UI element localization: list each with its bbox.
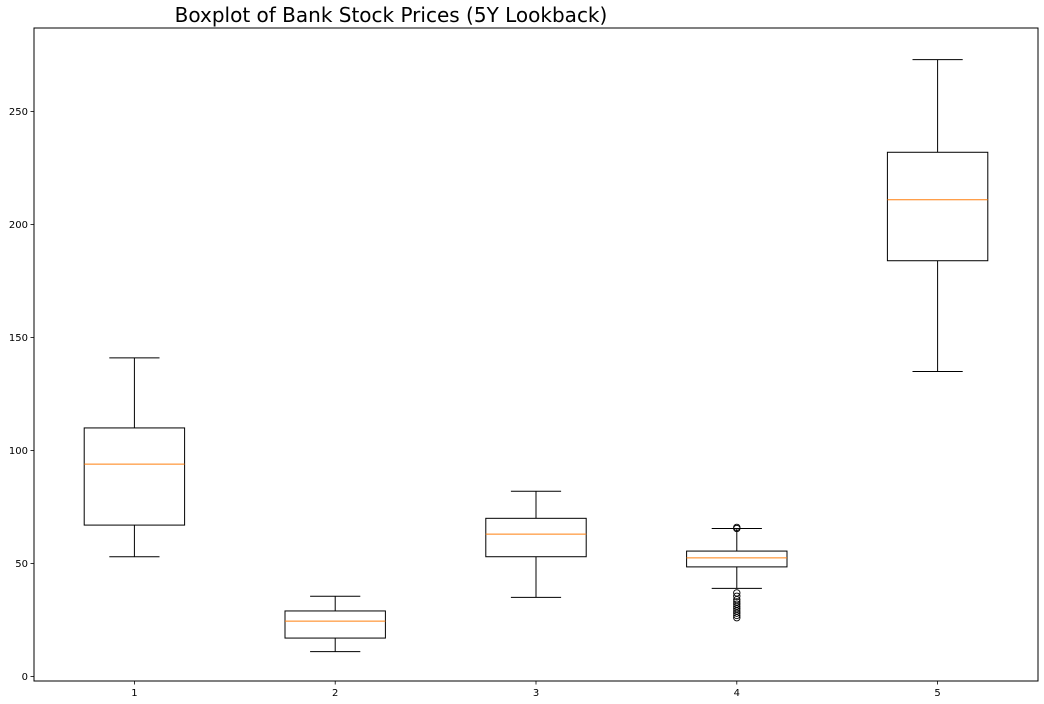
box-iqr <box>886 151 989 262</box>
y-tick-label: 100 <box>9 446 28 457</box>
y-tick-label: 200 <box>9 220 28 231</box>
x-tick-label: 3 <box>533 688 539 699</box>
outlier-point <box>733 609 741 617</box>
x-tick-label: 1 <box>131 688 137 699</box>
outlier-point <box>733 614 741 622</box>
box-4 <box>686 523 788 622</box>
y-tick-label: 250 <box>9 107 28 118</box>
outlier-point <box>733 592 741 600</box>
box-3 <box>485 490 587 598</box>
y-axis: 0 50 100 150 200 250 <box>9 107 34 683</box>
box-2 <box>284 595 386 653</box>
box-5 <box>886 59 989 372</box>
x-tick-label: 2 <box>332 688 338 699</box>
box-iqr <box>485 517 587 558</box>
boxes <box>83 59 989 653</box>
chart-title: Boxplot of Bank Stock Prices (5Y Lookbac… <box>175 3 608 27</box>
y-tick-label: 50 <box>15 559 28 570</box>
y-tick-label: 0 <box>22 672 28 683</box>
x-tick-label: 5 <box>934 688 940 699</box>
box-iqr <box>83 427 186 526</box>
outlier-point <box>733 611 741 620</box>
y-tick-label: 150 <box>9 333 28 344</box>
box-1 <box>83 357 186 558</box>
x-axis: 1 2 3 4 5 <box>131 681 941 699</box>
x-tick-label: 4 <box>734 688 740 699</box>
outlier-point <box>733 524 741 533</box>
box-iqr <box>284 610 386 639</box>
box-iqr <box>686 550 788 568</box>
